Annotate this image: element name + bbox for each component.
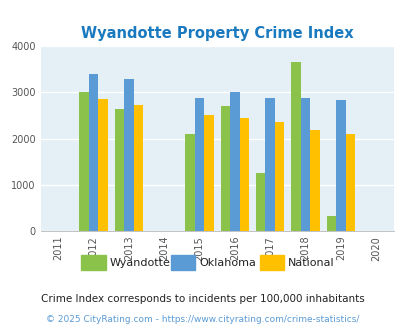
Bar — [274, 121, 284, 231]
Bar — [345, 134, 354, 231]
Bar — [220, 106, 230, 231]
Bar — [290, 62, 300, 231]
Text: National: National — [288, 258, 334, 268]
Bar — [133, 105, 143, 231]
Bar — [300, 98, 309, 231]
Bar — [124, 80, 133, 231]
Bar — [265, 98, 274, 231]
Text: Crime Index corresponds to incidents per 100,000 inhabitants: Crime Index corresponds to incidents per… — [41, 294, 364, 304]
Title: Wyandotte Property Crime Index: Wyandotte Property Crime Index — [81, 26, 353, 41]
Bar — [185, 134, 194, 231]
Bar — [204, 115, 213, 231]
Bar — [239, 118, 249, 231]
Text: Oklahoma: Oklahoma — [198, 258, 255, 268]
Text: Wyandotte: Wyandotte — [109, 258, 170, 268]
Bar — [194, 98, 204, 231]
Text: © 2025 CityRating.com - https://www.cityrating.com/crime-statistics/: © 2025 CityRating.com - https://www.city… — [46, 315, 359, 324]
Bar — [98, 99, 108, 231]
Bar — [89, 74, 98, 231]
Bar — [335, 100, 345, 231]
Bar — [230, 92, 239, 231]
Bar — [309, 130, 319, 231]
Bar — [79, 92, 89, 231]
Bar — [326, 216, 335, 231]
Bar — [114, 109, 124, 231]
Bar — [255, 173, 265, 231]
